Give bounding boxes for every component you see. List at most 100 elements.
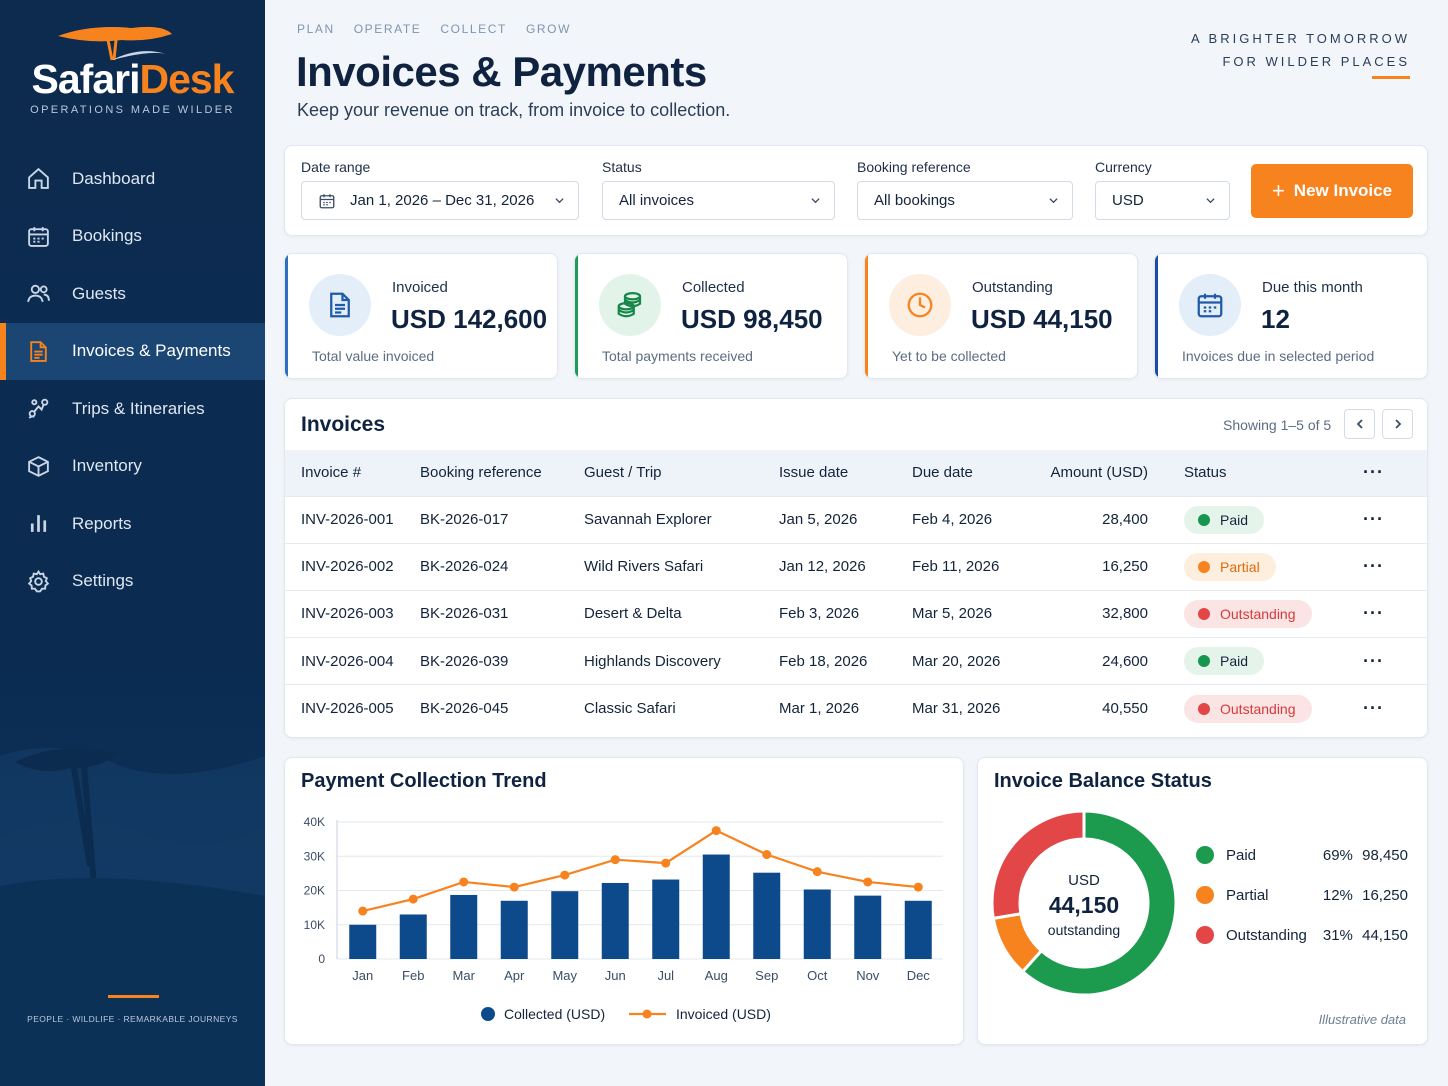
sidebar-item-inventory[interactable]: Inventory [0, 438, 265, 496]
column-header[interactable]: Invoice # [301, 464, 362, 482]
currency-label: Currency [1095, 159, 1152, 175]
donut-slice-paid[interactable] [1020, 809, 1178, 997]
table-row[interactable]: INV-2026-005 BK-2026-045 Classic Safari Mar… [285, 684, 1427, 732]
sidebar-item-dashboard[interactable]: Dashboard [0, 150, 265, 208]
row-actions-button[interactable]: ··· [1318, 590, 1427, 637]
point-invoiced-mar[interactable] [459, 877, 469, 887]
invoice-number[interactable]: INV-2026-002 [301, 558, 394, 576]
point-invoiced-may[interactable] [560, 870, 570, 880]
row-actions-button[interactable]: ··· [1318, 543, 1427, 590]
table-row[interactable]: INV-2026-003 BK-2026-031 Desert & Delta Feb… [285, 590, 1427, 637]
column-header[interactable]: Issue date [779, 464, 849, 482]
sidebar-item-bookings[interactable]: Bookings [0, 208, 265, 266]
y-tick-label: 30K [304, 849, 325, 863]
row-actions-button[interactable]: ··· [1318, 638, 1427, 685]
kpi-subtext: Invoices due in selected period [1182, 348, 1375, 364]
point-invoiced-feb[interactable] [408, 894, 418, 904]
point-invoiced-apr[interactable] [509, 882, 519, 892]
bar-collected-mar[interactable] [450, 894, 478, 959]
more-icon: ··· [1363, 509, 1384, 530]
invoice-number[interactable]: INV-2026-005 [301, 700, 394, 718]
status-dot [1198, 702, 1210, 715]
pagination-info: Showing 1–5 of 5 [1223, 417, 1332, 433]
point-invoiced-sep[interactable] [762, 850, 772, 860]
column-header[interactable]: Guest / Trip [584, 464, 662, 482]
currency-select[interactable]: USD [1095, 181, 1230, 220]
date-range-select[interactable]: Jan 1, 2026 – Dec 31, 2026 [301, 181, 579, 220]
sidebar-item-reports[interactable]: Reports [0, 495, 265, 553]
kpi-value: USD 44,150 [971, 304, 1113, 334]
status-select[interactable]: All invoices [602, 181, 835, 220]
point-invoiced-jan[interactable] [358, 906, 368, 916]
chart-title: Invoice Balance Status [994, 770, 1212, 792]
prev-page-button[interactable] [1344, 409, 1375, 439]
booking-select[interactable]: All bookings [857, 181, 1073, 220]
topnav-operate[interactable]: OPERATE [353, 22, 422, 36]
new-invoice-button[interactable]: + New Invoice [1251, 164, 1413, 218]
chevron-down-icon [555, 198, 564, 204]
bar-collected-jun[interactable] [601, 882, 629, 959]
bar-collected-feb[interactable] [399, 914, 427, 959]
bar-collected-nov[interactable] [854, 895, 882, 959]
legend-name: Paid [1226, 846, 1257, 864]
bar-collected-dec[interactable] [904, 900, 932, 959]
point-invoiced-oct[interactable] [812, 867, 822, 877]
payment-trend-chart: 0 10K 20K 30K 40K Jan Feb Mar Apr May Jun Jul Aug Sep… [304, 815, 943, 1022]
topnav-collect[interactable]: COLLECT [440, 22, 507, 36]
status-label: Status [602, 159, 642, 175]
row-actions-button[interactable]: ··· [1318, 685, 1427, 732]
sidebar-item-label: Inventory [72, 456, 142, 476]
more-icon: ··· [1363, 650, 1384, 671]
table-row[interactable]: INV-2026-004 BK-2026-039 Highlands Discove… [285, 637, 1427, 685]
sidebar-item-guests[interactable]: Guests [0, 265, 265, 323]
sidebar-item-trips-itineraries[interactable]: Trips & Itineraries [0, 380, 265, 438]
status-dot [1198, 655, 1210, 668]
page-title: Invoices & Payments [296, 48, 707, 95]
x-tick-label: Jul [657, 968, 674, 983]
kpi-value: 12 [1261, 304, 1290, 334]
invoice-number[interactable]: INV-2026-001 [301, 511, 394, 529]
topnav-grow[interactable]: GROW [525, 22, 572, 36]
table-row[interactable]: INV-2026-001 BK-2026-017 Savannah Explorer… [285, 496, 1427, 543]
donut-slice-outstanding[interactable] [990, 809, 1086, 921]
bar-collected-sep[interactable] [753, 872, 781, 959]
next-page-button[interactable] [1382, 409, 1413, 439]
column-header[interactable]: Amount (USD) [1050, 464, 1148, 482]
column-header[interactable]: Booking reference [420, 464, 542, 482]
legend-label-collected: Collected (USD) [504, 1006, 605, 1022]
table-row[interactable]: INV-2026-002 BK-2026-024 Wild Rivers Safar… [285, 543, 1427, 590]
filter-bar: Date range Jan 1, 2026 – Dec 31, 2026 St… [284, 145, 1428, 236]
point-invoiced-dec[interactable] [913, 882, 923, 892]
point-invoiced-nov[interactable] [863, 877, 873, 887]
status-value: All invoices [619, 192, 695, 209]
column-header[interactable]: Due date [912, 464, 973, 482]
coins-icon [617, 292, 642, 318]
sidebar-item-settings[interactable]: Settings [0, 553, 265, 611]
guest-trip: Savannah Explorer [584, 511, 712, 529]
point-invoiced-jun[interactable] [610, 855, 620, 865]
status-badge: Paid [1184, 505, 1265, 534]
more-icon: ··· [1363, 698, 1384, 719]
invoice-number[interactable]: INV-2026-003 [301, 605, 394, 623]
invoice-number[interactable]: INV-2026-004 [301, 652, 394, 670]
topnav-plan[interactable]: PLAN [297, 22, 335, 36]
bar-collected-oct[interactable] [803, 889, 831, 959]
bar-collected-aug[interactable] [702, 854, 730, 959]
point-invoiced-jul[interactable] [661, 858, 671, 868]
column-options-button[interactable]: ··· [1318, 450, 1427, 496]
kpi-icon-wrap [1179, 274, 1241, 336]
point-invoiced-aug[interactable] [711, 826, 721, 836]
sidebar-item-invoices-payments[interactable]: Invoices & Payments [0, 322, 265, 380]
bar-collected-jul[interactable] [652, 879, 680, 959]
payment-trend-panel: Payment Collection Trend 0 10K 20K 30K 40K Ja… [284, 757, 964, 1045]
bar-collected-apr[interactable] [500, 900, 528, 959]
column-header[interactable]: Status [1184, 464, 1227, 482]
legend-swatch [1196, 846, 1214, 864]
row-actions-button[interactable]: ··· [1318, 496, 1427, 543]
bar-collected-may[interactable] [551, 891, 579, 959]
x-tick-label: Mar [453, 968, 476, 983]
bar-collected-jan[interactable] [349, 924, 377, 959]
booking-reference: BK-2026-039 [420, 652, 509, 670]
booking-reference: BK-2026-024 [420, 558, 509, 576]
guest-trip: Classic Safari [584, 700, 676, 718]
